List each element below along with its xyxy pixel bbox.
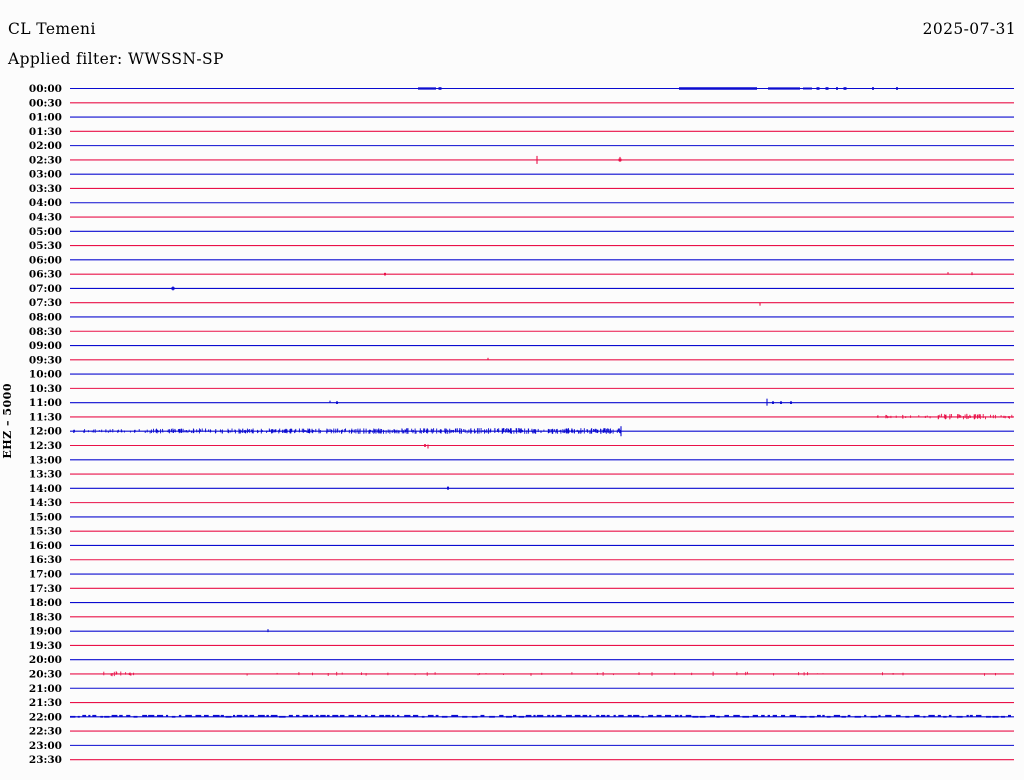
time-label: 09:30 [29, 354, 62, 366]
time-label: 05:30 [29, 240, 62, 252]
time-label: 07:30 [29, 297, 62, 309]
time-label: 13:00 [29, 454, 62, 466]
time-label: 12:00 [29, 426, 62, 438]
time-label: 21:00 [29, 683, 62, 695]
time-label: 19:30 [29, 640, 62, 652]
time-label: 02:30 [29, 154, 62, 166]
time-label: 14:00 [29, 483, 62, 495]
time-label: 00:00 [29, 83, 62, 95]
time-label: 16:30 [29, 554, 62, 566]
time-label: 05:00 [29, 226, 62, 238]
time-label: 01:30 [29, 126, 62, 138]
time-label: 06:30 [29, 269, 62, 281]
time-label: 22:00 [29, 711, 62, 723]
time-label: 04:30 [29, 212, 62, 224]
time-label: 04:00 [29, 197, 62, 209]
time-label: 08:30 [29, 326, 62, 338]
time-label: 20:00 [29, 654, 62, 666]
time-label: 19:00 [29, 626, 62, 638]
time-label: 23:30 [29, 754, 62, 766]
time-label: 14:30 [29, 497, 62, 509]
time-label: 03:00 [29, 169, 62, 181]
time-label: 22:30 [29, 726, 62, 738]
time-label: 21:30 [29, 697, 62, 709]
time-label: 20:30 [29, 669, 62, 681]
time-label: 16:00 [29, 540, 62, 552]
time-label: 00:30 [29, 97, 62, 109]
time-label: 15:00 [29, 511, 62, 523]
time-label: 11:30 [29, 411, 62, 423]
time-label: 23:00 [29, 740, 62, 752]
time-label: 09:00 [29, 340, 62, 352]
time-label: 06:00 [29, 254, 62, 266]
time-label: 11:00 [29, 397, 62, 409]
time-label: 15:30 [29, 526, 62, 538]
time-label: 18:30 [29, 611, 62, 623]
time-label: 10:30 [29, 383, 62, 395]
time-label: 17:30 [29, 583, 62, 595]
time-label: 07:00 [29, 283, 62, 295]
time-label: 12:30 [29, 440, 62, 452]
time-label: 02:00 [29, 140, 62, 152]
time-label: 17:00 [29, 569, 62, 581]
station-title: CL Temeni [8, 20, 96, 38]
time-label: 03:30 [29, 183, 62, 195]
time-label: 01:00 [29, 112, 62, 124]
filter-label: Applied filter: WWSSN-SP [8, 50, 224, 68]
date-label: 2025-07-31 [922, 20, 1016, 38]
time-label: 13:30 [29, 469, 62, 481]
time-label: 18:00 [29, 597, 62, 609]
time-label: 10:00 [29, 369, 62, 381]
time-label: 08:00 [29, 312, 62, 324]
